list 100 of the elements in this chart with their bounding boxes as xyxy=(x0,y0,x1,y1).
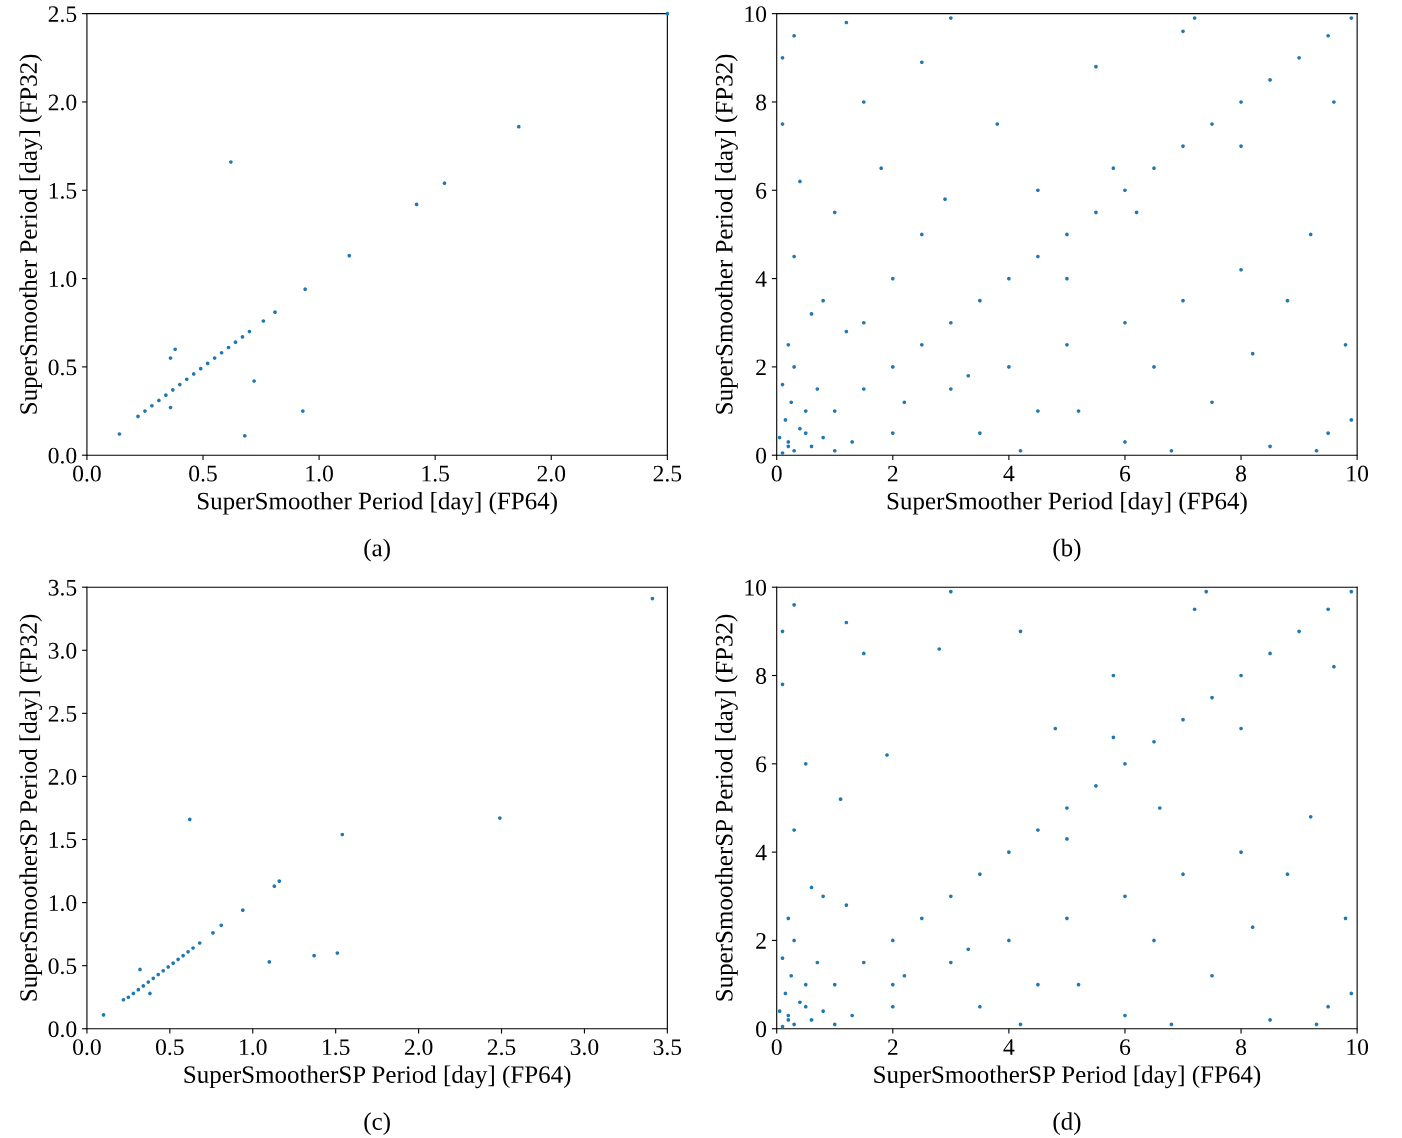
point xyxy=(146,980,151,984)
y-tick-label: 0.0 xyxy=(48,1021,77,1038)
y-tick-label: 0 xyxy=(756,1021,767,1038)
text: (a) xyxy=(364,538,390,562)
point xyxy=(219,923,224,928)
point xyxy=(267,960,272,964)
x-tick-label: 2.5 xyxy=(487,1039,516,1056)
x-tick-label: 2 xyxy=(887,1039,898,1055)
x-tick-label: 1.0 xyxy=(240,1039,267,1056)
x-tick-label: 0.5 xyxy=(155,1039,184,1056)
y-tick-label: 6 xyxy=(756,756,767,773)
y-tick-label: 4 xyxy=(755,271,767,287)
x-tick-label: 2.0 xyxy=(537,465,566,482)
y-tick-label: 2.5 xyxy=(48,705,77,722)
y-axis-title: SuperSmootherSP Period [day] (FP32) xyxy=(19,614,43,1001)
point xyxy=(157,398,161,403)
point xyxy=(168,356,173,360)
x-axis-title: SuperSmootherSP Period [day] (FP64) xyxy=(184,1065,571,1089)
x-tick-label: 2.0 xyxy=(404,1039,433,1056)
x-tick-label: 8 xyxy=(1236,1039,1247,1056)
point xyxy=(211,931,215,935)
point xyxy=(303,287,307,292)
y-tick-label: 10 xyxy=(745,6,767,23)
y-tick-label: 2.0 xyxy=(48,768,77,785)
y-tick-label: 1.0 xyxy=(49,895,77,912)
point xyxy=(212,356,217,360)
y-tick-label: 2.0 xyxy=(48,94,77,111)
y-tick-label: 1.5 xyxy=(49,182,77,199)
x-tick-label: 1.0 xyxy=(306,465,333,482)
point xyxy=(240,908,245,912)
point xyxy=(242,433,247,438)
y-tick-label: 0.0 xyxy=(48,447,77,464)
x-axis-title: SuperSmootherSP Period [day] (FP64) xyxy=(874,1065,1261,1089)
point xyxy=(340,832,345,837)
y-tick-label: 6 xyxy=(756,182,767,199)
point xyxy=(273,310,277,314)
point xyxy=(151,976,156,981)
y-tick-label: 0.5 xyxy=(48,958,77,975)
point xyxy=(136,414,140,419)
x-tick-label: 0.0 xyxy=(73,1039,101,1056)
point xyxy=(233,340,238,344)
point xyxy=(117,432,122,436)
y-tick-label: 3.5 xyxy=(48,579,77,596)
y-tick-label: 0 xyxy=(756,447,767,464)
point xyxy=(261,319,266,323)
text: (d) xyxy=(1053,1112,1081,1136)
point xyxy=(177,382,182,387)
text: (b) xyxy=(1053,538,1081,562)
y-tick-label: 3.0 xyxy=(48,642,77,659)
point xyxy=(347,253,352,258)
x-tick-label: 1.5 xyxy=(323,1039,350,1056)
point xyxy=(197,941,202,945)
y-tick-label: 2.5 xyxy=(48,6,77,23)
y-tick-label: 8 xyxy=(756,668,767,684)
y-tick-label: 2 xyxy=(756,933,766,949)
y-axis-title: SuperSmoother Period [day] (FP32) xyxy=(19,54,43,414)
y-axis-title: SuperSmootherSP Period [day] (FP32) xyxy=(715,614,738,1001)
point xyxy=(191,372,196,376)
point xyxy=(219,350,224,355)
text: (c) xyxy=(364,1112,390,1136)
point xyxy=(166,965,171,969)
point xyxy=(141,984,146,988)
point xyxy=(312,953,316,958)
point xyxy=(138,967,142,972)
y-tick-label: 1.0 xyxy=(49,271,77,288)
y-tick-label: 0.5 xyxy=(48,359,77,376)
point xyxy=(498,816,502,820)
y-tick-label: 2 xyxy=(756,359,766,376)
point xyxy=(277,879,282,883)
point xyxy=(143,409,147,413)
x-tick-label: 6 xyxy=(1120,1039,1131,1056)
x-tick-label: 0.5 xyxy=(189,465,217,482)
x-tick-label: 10 xyxy=(1347,465,1369,482)
point xyxy=(272,884,277,889)
x-tick-label: 1.5 xyxy=(422,465,450,482)
point xyxy=(161,968,166,973)
x-tick-label: 3.0 xyxy=(570,1039,599,1056)
point xyxy=(170,388,175,392)
point xyxy=(301,409,305,413)
x-tick-label: 0.0 xyxy=(73,465,101,482)
x-tick-label: 10 xyxy=(1347,1039,1369,1056)
point xyxy=(148,991,152,996)
y-tick-label: 10 xyxy=(745,579,767,596)
point xyxy=(252,379,256,383)
y-axis-title: SuperSmoother Period [day] (FP32) xyxy=(715,54,738,414)
x-tick-label: 2.5 xyxy=(653,465,682,482)
point xyxy=(191,946,195,950)
x-tick-label: 0 xyxy=(771,465,782,482)
y-tick-label: 1.5 xyxy=(49,832,77,849)
point xyxy=(187,817,192,822)
point xyxy=(181,953,185,958)
point xyxy=(229,160,233,164)
y-tick-label: 4 xyxy=(755,844,767,861)
point xyxy=(150,403,154,408)
point xyxy=(171,961,175,965)
x-tick-label: 3.5 xyxy=(653,1039,682,1056)
x-axis-title: SuperSmoother Period [day] (FP64) xyxy=(197,491,557,515)
point xyxy=(101,1013,106,1017)
point xyxy=(240,335,245,339)
x-tick-label: 8 xyxy=(1236,465,1247,482)
